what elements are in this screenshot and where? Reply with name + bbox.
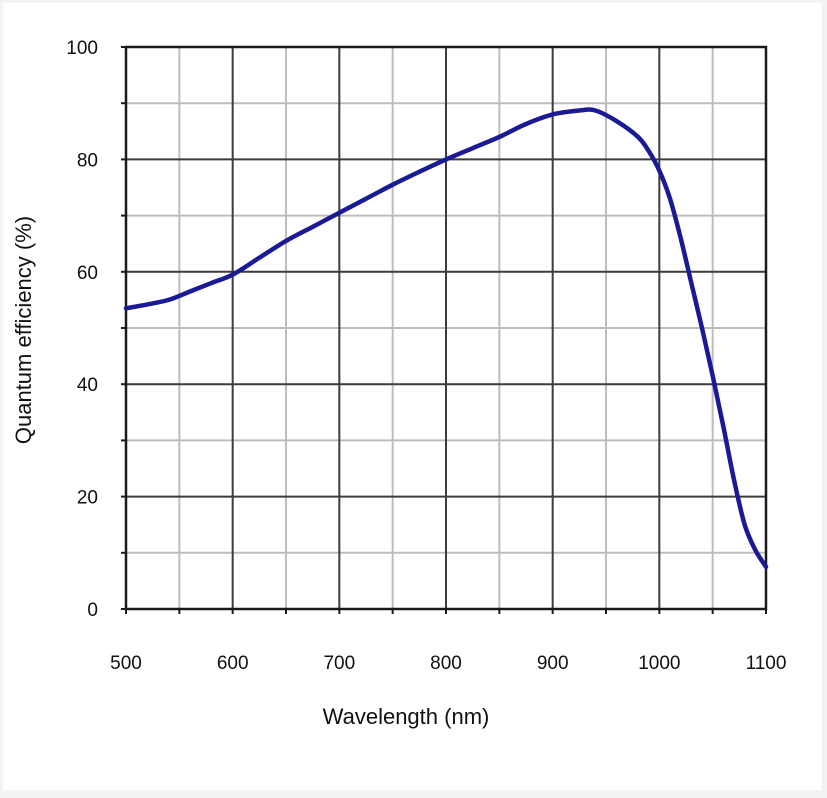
x-tick-label-800: 800	[430, 653, 462, 674]
x-tick-label-1100: 1100	[746, 653, 787, 674]
grid	[126, 47, 766, 609]
x-tick-label-700: 700	[323, 653, 355, 674]
y-tick-label-20: 20	[77, 488, 98, 509]
y-tick-label-0: 0	[87, 600, 98, 621]
x-axis-title: Wavelength (nm)	[323, 704, 490, 729]
series	[123, 107, 769, 570]
y-axis-title: Quantum efficiency (%)	[11, 216, 36, 444]
x-tick-label-1000: 1000	[638, 653, 680, 674]
x-tick-label-900: 900	[537, 653, 569, 674]
y-tick-label-40: 40	[77, 375, 98, 396]
y-tick-label-80: 80	[77, 150, 98, 171]
tick-labels: 500 600 700 800 900 1000 1100 0 20 40 60 80 100	[66, 38, 786, 674]
series-line-0	[123, 107, 769, 570]
x-tick-label-500: 500	[110, 653, 142, 674]
chart-frame: 500 600 700 800 900 1000 1100 0 20 40 60 80 100 Wave…	[3, 3, 822, 790]
quantum-efficiency-chart: 500 600 700 800 900 1000 1100 0 20 40 60 80 100 Wave…	[11, 38, 786, 729]
x-tick-label-600: 600	[217, 653, 249, 674]
axes	[121, 45, 768, 614]
y-tick-label-100: 100	[66, 38, 98, 59]
y-tick-label-60: 60	[77, 263, 98, 284]
